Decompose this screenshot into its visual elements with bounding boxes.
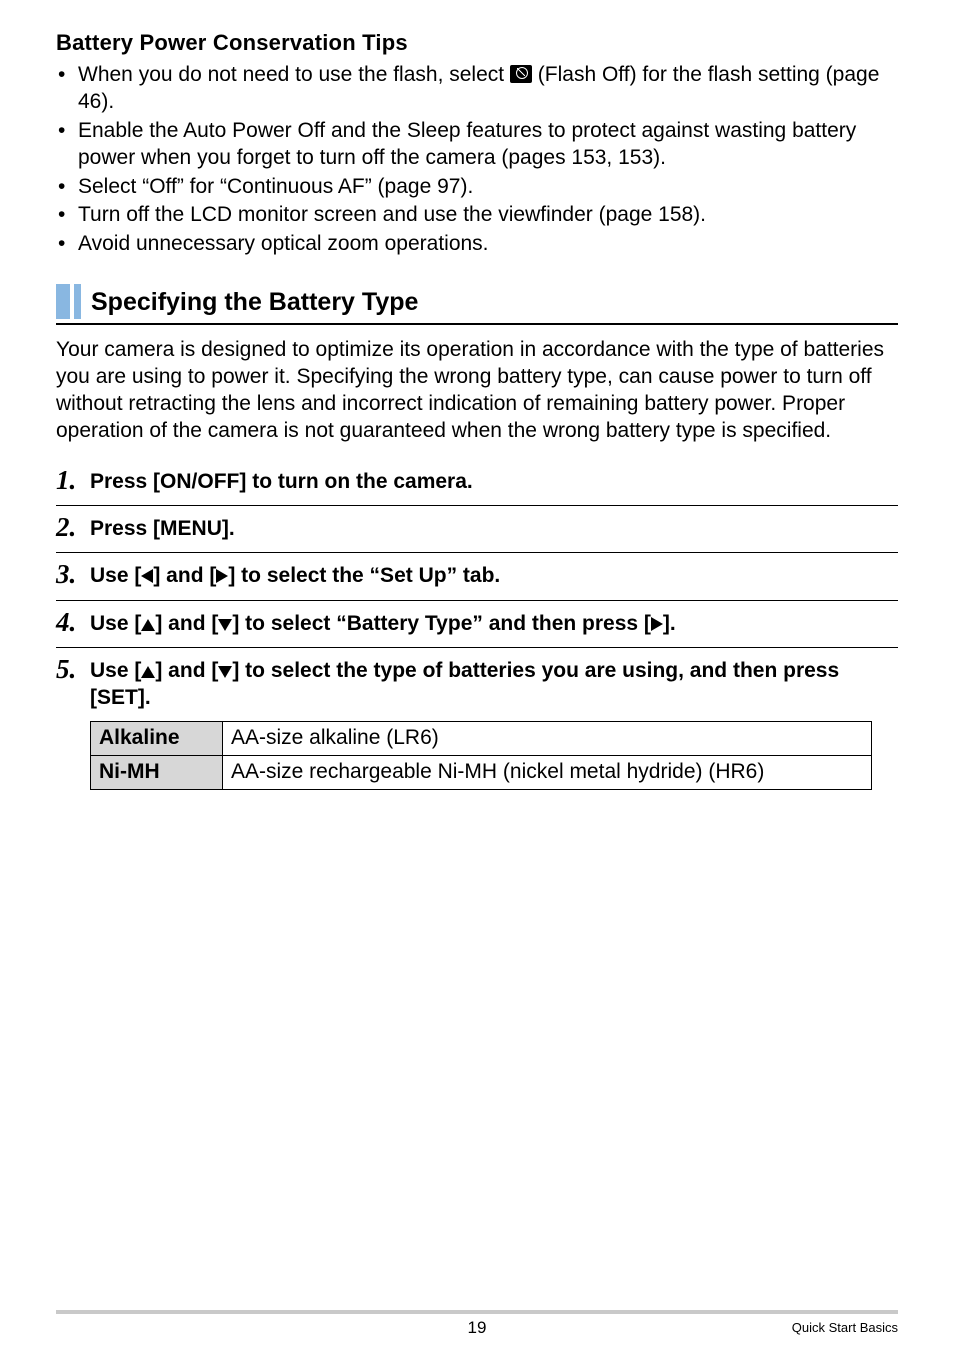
section-title: Specifying the Battery Type bbox=[91, 284, 418, 319]
table-row: Alkaline AA-size alkaline (LR6) bbox=[91, 722, 872, 756]
footer-rule bbox=[56, 1310, 898, 1314]
arrow-right-icon bbox=[651, 617, 663, 631]
heading-accent-bar bbox=[56, 284, 70, 319]
bullet-text: Turn off the LCD monitor screen and use … bbox=[78, 202, 898, 229]
tips-heading: Battery Power Conservation Tips bbox=[56, 30, 898, 56]
arrow-up-icon bbox=[141, 619, 155, 631]
bullet-dot: • bbox=[56, 174, 78, 201]
step-number: 3 bbox=[56, 559, 90, 588]
page-number: 19 bbox=[56, 1318, 898, 1338]
list-item: • Avoid unnecessary optical zoom operati… bbox=[56, 231, 898, 258]
step: 3 Use [ ] and [ ] to select the “Set Up” t… bbox=[56, 552, 898, 589]
table-header-cell: Ni-MH bbox=[91, 756, 223, 790]
bullet-text: When you do not need to use the flash, s… bbox=[78, 62, 898, 116]
step-number: 2 bbox=[56, 512, 90, 541]
text-fragment: ] and [ bbox=[153, 564, 216, 587]
section-heading: Specifying the Battery Type bbox=[56, 284, 898, 319]
section-rule bbox=[56, 323, 898, 325]
step-text: Use [ ] and [ ] to select the “Set Up” tab… bbox=[90, 559, 898, 589]
tips-list: • When you do not need to use the flash,… bbox=[56, 62, 898, 258]
list-item: • Turn off the LCD monitor screen and us… bbox=[56, 202, 898, 229]
step: 4 Use [ ] and [ ] to select “Battery Type”… bbox=[56, 600, 898, 637]
text-fragment: Use [ bbox=[90, 659, 141, 682]
table-cell: AA-size alkaline (LR6) bbox=[223, 722, 872, 756]
step: 5 Use [] and [] to select the type of ba… bbox=[56, 647, 898, 791]
list-item: • Select “Off” for “Continuous AF” (page… bbox=[56, 174, 898, 201]
step-text: Press [ON/OFF] to turn on the camera. bbox=[90, 465, 898, 495]
table-cell: AA-size rechargeable Ni-MH (nickel metal… bbox=[223, 756, 872, 790]
heading-accent-bar bbox=[74, 284, 81, 319]
step-number: 4 bbox=[56, 607, 90, 636]
text-fragment: ] to select “Battery Type” and then pres… bbox=[232, 612, 651, 635]
section-intro: Your camera is designed to optimize its … bbox=[56, 337, 898, 445]
text-fragment: ] to select the “Set Up” tab. bbox=[228, 564, 500, 587]
text-fragment: ] and [ bbox=[155, 612, 218, 635]
bullet-text: Enable the Auto Power Off and the Sleep … bbox=[78, 118, 898, 172]
battery-type-table: Alkaline AA-size alkaline (LR6) Ni-MH AA… bbox=[90, 721, 872, 790]
step-text: Use [ ] and [ ] to select “Battery Type” a… bbox=[90, 607, 898, 637]
arrow-up-icon bbox=[141, 666, 155, 678]
flash-off-icon bbox=[510, 65, 532, 83]
arrow-right-icon bbox=[216, 569, 228, 583]
step-text: Press [MENU]. bbox=[90, 512, 898, 542]
text-fragment: ] and [ bbox=[155, 659, 218, 682]
list-item: • When you do not need to use the flash,… bbox=[56, 62, 898, 116]
step-number: 5 bbox=[56, 654, 90, 683]
arrow-down-icon bbox=[218, 666, 232, 678]
bullet-text: Select “Off” for “Continuous AF” (page 9… bbox=[78, 174, 898, 201]
table-row: Ni-MH AA-size rechargeable Ni-MH (nickel… bbox=[91, 756, 872, 790]
arrow-down-icon bbox=[218, 619, 232, 631]
list-item: • Enable the Auto Power Off and the Slee… bbox=[56, 118, 898, 172]
bullet-dot: • bbox=[56, 62, 78, 116]
text-fragment: Use [ bbox=[90, 612, 141, 635]
table-header-cell: Alkaline bbox=[91, 722, 223, 756]
step-number: 1 bbox=[56, 465, 90, 494]
bullet-text: Avoid unnecessary optical zoom operation… bbox=[78, 231, 898, 258]
arrow-left-icon bbox=[141, 569, 153, 583]
steps-list: 1 Press [ON/OFF] to turn on the camera. … bbox=[56, 465, 898, 791]
text-fragment: ]. bbox=[663, 612, 676, 635]
bullet-dot: • bbox=[56, 202, 78, 229]
bullet-dot: • bbox=[56, 118, 78, 172]
page-footer: 19 Quick Start Basics bbox=[56, 1310, 898, 1335]
step: 2 Press [MENU]. bbox=[56, 505, 898, 542]
text-fragment: Use [ bbox=[90, 564, 141, 587]
step-text: Use [] and [] to select the type of batt… bbox=[90, 654, 898, 712]
bullet-dot: • bbox=[56, 231, 78, 258]
text-fragment: When you do not need to use the flash, s… bbox=[78, 63, 510, 86]
step: 1 Press [ON/OFF] to turn on the camera. bbox=[56, 465, 898, 495]
